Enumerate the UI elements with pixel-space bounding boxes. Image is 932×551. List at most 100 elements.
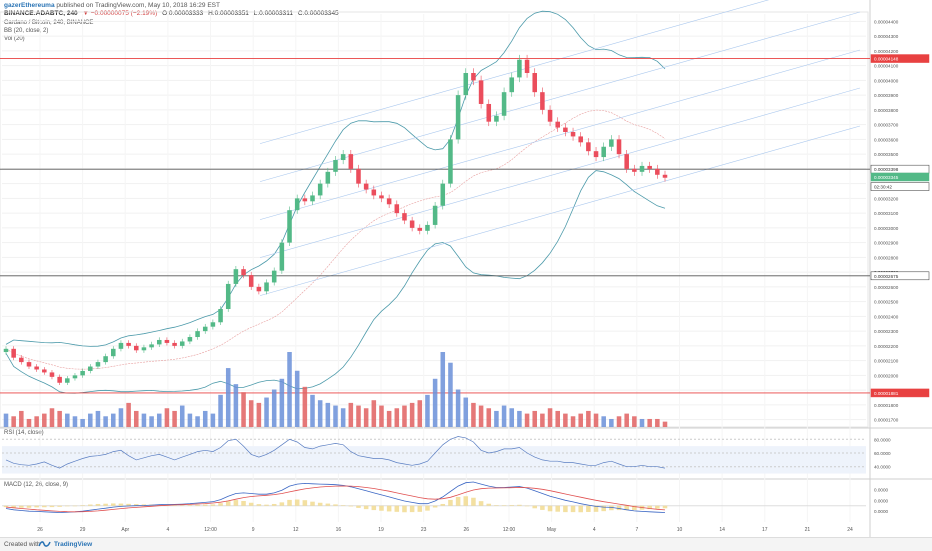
macd-histogram-bar [233,500,239,506]
bb-upper-line [5,10,666,347]
macd-histogram-bar [225,501,231,506]
candle-body [509,77,515,93]
candle-body [287,210,292,243]
volume-bar [409,402,415,427]
volume-bar [563,413,568,427]
macd-histogram-bar [486,503,492,506]
x-tick-label: 17 [762,527,768,533]
x-tick-label: 21 [805,527,811,533]
candle-body [333,160,338,172]
y-tick-label: 0.00003000 [874,226,899,231]
macd-histogram-bar [34,505,39,508]
candle-body [616,139,622,155]
volume-bar [555,410,560,427]
volume-bar [187,413,193,427]
macd-histogram-bar [65,505,70,507]
volume-bar [118,408,124,427]
candle-body [271,270,277,283]
macd-histogram-bar [72,505,78,507]
candle-body [118,342,124,349]
volume-bar [624,413,629,427]
candle-body [402,213,407,221]
candle-body [409,220,415,228]
macd-histogram-bar [179,505,185,506]
macd-histogram-bar [156,504,162,506]
y-tick-label: 0.00003100 [874,211,899,216]
candle-body [149,344,154,348]
bb-lower-line [5,170,666,394]
volume-bar [256,402,262,427]
candle-body [3,348,9,353]
macd-histogram-bar [409,505,415,513]
publisher-line: gazerEthereuma published on TradingView.… [4,2,220,10]
volume-bar [379,405,384,427]
macd-histogram-bar [517,504,522,506]
volume-bar [494,410,499,427]
username[interactable]: gazerEthereuma [4,2,55,9]
candle-body [486,103,492,122]
candle-body [57,376,62,383]
volume-bar [310,394,315,427]
price-label-text: 0.00001881 [874,391,899,396]
y-tick-label: 0.00004200 [874,49,899,54]
x-tick-label: 12:00 [503,527,516,533]
macd-histogram-bar [471,497,476,506]
price-label-box [870,271,930,281]
macd-histogram-bar [379,505,384,511]
macd-label[interactable]: MACD (12, 26, close, 9) [4,482,69,488]
change-value: ▼ −0.00000075 (−2.19%) [82,10,158,17]
candle-body [578,136,583,143]
candle-body [655,168,660,175]
candle-body [80,370,85,376]
macd-histogram-bar [394,505,400,512]
macd-histogram-bar [294,499,300,506]
volume-bar [72,416,78,427]
macd-histogram-bar [578,505,583,513]
macd-tick-label: 0.0000 [874,487,888,492]
macd-histogram-bar [386,505,392,512]
price-chart[interactable]: 0.000044000.000043000.000042000.00004100… [0,0,932,537]
candle-body [187,337,193,342]
tradingview-brand[interactable]: TradingView [54,541,93,548]
x-tick-label: 26 [37,527,43,533]
candle-body [555,121,560,128]
y-tick-label: 0.00003600 [874,137,899,142]
vol-label[interactable]: Vol (20) [4,36,25,42]
macd-signal-line [5,485,666,513]
candle-body [218,309,223,323]
macd-histogram-bar [57,505,62,507]
macd-histogram-bar [218,503,223,506]
macd-histogram-bar [325,503,331,506]
macd-histogram-bar [3,505,9,508]
candle-body [563,127,568,132]
candle-body [233,269,239,284]
macd-histogram-bar [210,504,216,506]
x-tick-label: 10 [677,527,683,533]
bb-label[interactable]: BB (20, close, 2) [4,28,49,34]
volume-bar [141,413,147,427]
volume-bar [333,405,338,427]
macd-histogram-bar [49,505,55,508]
candle-body [593,151,599,158]
rsi-label[interactable]: RSI (14, close) [4,430,44,436]
macd-histogram-bar [440,503,446,506]
candle-body [325,171,331,184]
volume-bar [547,408,553,427]
rsi-tick-label: 60.0000 [874,451,891,456]
x-tick-label: Apr [121,527,129,533]
macd-histogram-bar [616,505,622,511]
macd-histogram-bar [279,502,285,506]
volume-bar [95,410,101,427]
volume-bar [570,416,576,427]
macd-histogram-bar [88,504,93,506]
candle-body [126,342,131,346]
macd-histogram-bar [195,504,200,506]
volume-bar [218,394,223,427]
candle-body [264,282,269,292]
macd-histogram-bar [501,505,507,506]
candle-body [471,73,476,81]
volume-bar [517,410,522,427]
price-label-text: 0.00004148 [874,57,899,62]
volume-bar [524,413,530,427]
volume-bar [662,421,668,427]
